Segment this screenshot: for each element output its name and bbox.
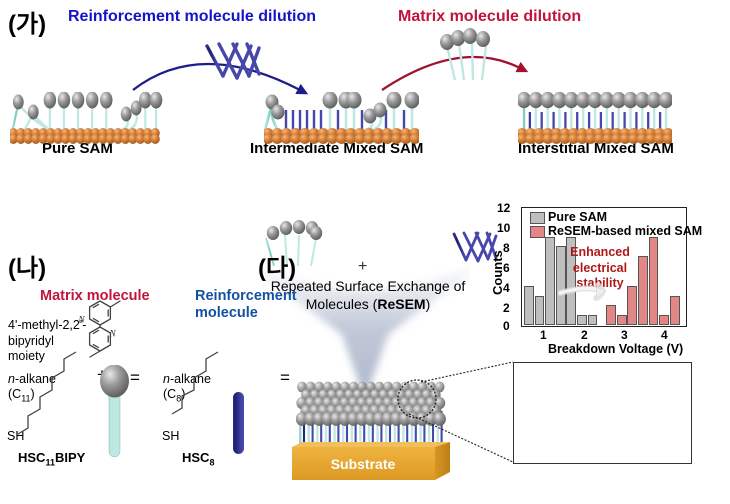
svg-text:N: N <box>108 330 116 340</box>
svg-text:N: N <box>77 316 85 326</box>
svg-text:Substrate: Substrate <box>331 456 396 472</box>
